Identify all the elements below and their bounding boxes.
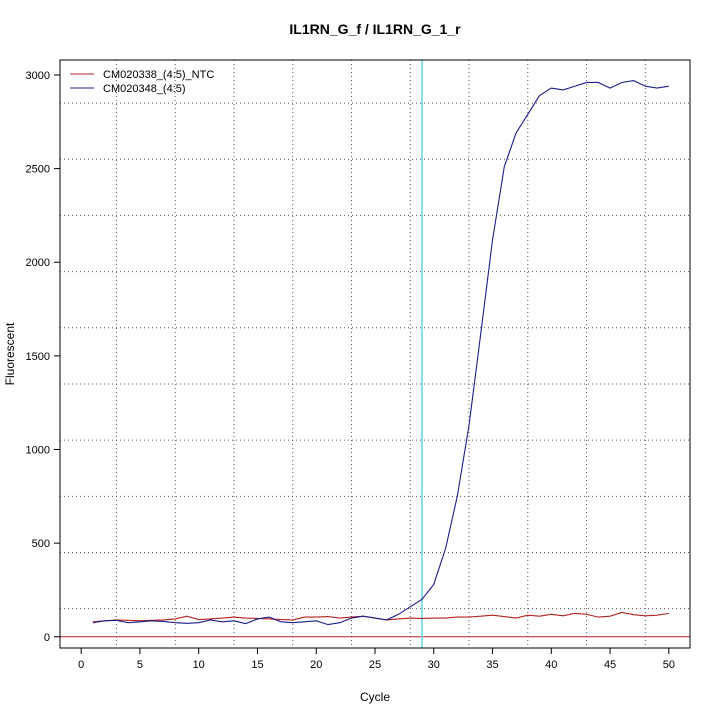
chart-title: IL1RN_G_f / IL1RN_G_1_r (289, 21, 461, 37)
x-tick-label: 5 (137, 659, 143, 671)
x-tick-label: 0 (78, 659, 84, 671)
series-line-2 (92, 80, 669, 626)
y-tick-label: 0 (44, 632, 50, 644)
series-lines (92, 80, 669, 626)
x-tick-label: 35 (486, 659, 498, 671)
x-axis-label: Cycle (360, 690, 390, 704)
x-tick-label: 20 (310, 659, 322, 671)
x-tick-label: 30 (428, 659, 440, 671)
y-tick-label: 2500 (26, 164, 50, 176)
gridlines (60, 60, 690, 648)
x-tick-label: 15 (251, 659, 263, 671)
x-tick-label: 40 (545, 659, 557, 671)
legend-label: CM020348_(4:5) (103, 83, 186, 95)
x-tick-label: 25 (369, 659, 381, 671)
x-axis: 0 5 10 15 20 25 30 35 40 45 50 (78, 648, 675, 671)
y-tick-label: 1500 (26, 351, 50, 363)
y-axis: 0 500 1000 1500 2000 2500 3000 (26, 70, 60, 644)
x-tick-label: 45 (604, 659, 616, 671)
y-tick-label: 1000 (26, 445, 50, 457)
series-line-1 (92, 611, 669, 623)
y-axis-label: Fluorescent (3, 322, 17, 385)
x-tick-label: 10 (193, 659, 205, 671)
y-tick-label: 3000 (26, 70, 50, 82)
y-tick-label: 2000 (26, 257, 50, 269)
plot-frame (59, 59, 691, 649)
x-tick-label: 50 (663, 659, 675, 671)
y-tick-label: 500 (32, 538, 50, 550)
legend: CM020338_(4:5)_NTC CM020348_(4:5) (70, 69, 214, 95)
legend-label: CM020338_(4:5)_NTC (103, 69, 214, 81)
